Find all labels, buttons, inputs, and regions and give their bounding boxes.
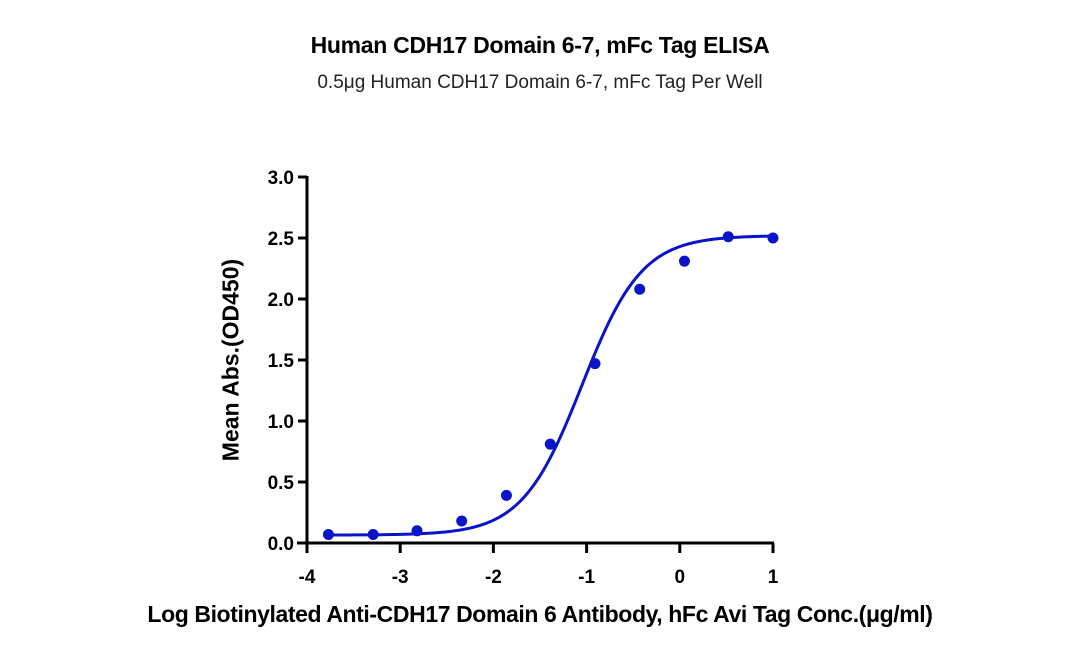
axes: 0.0 0.5 1.0 1.5 2.0 2.5 3.0 -4 -3 -2 -1 0 1 [268,168,779,588]
x-tick-label: 0 [675,567,686,588]
y-tick-label: 0.5 [268,473,295,494]
x-tick-label: -2 [485,567,502,588]
y-tick-label: 0.0 [268,534,294,555]
chart-title: Human CDH17 Domain 6-7, mFc Tag ELISA [310,32,770,58]
fit-curve [328,234,774,537]
x-tick-label: -4 [299,567,316,588]
data-point [367,528,379,540]
data-point [589,358,601,370]
data-point [722,231,734,243]
fit-curve-line [328,234,774,537]
data-point [322,528,334,540]
data-point [678,255,690,267]
data-points [322,231,779,540]
data-point [544,438,556,450]
data-point [767,232,779,244]
x-tick-label: -1 [578,567,595,588]
data-point [634,283,646,295]
data-point [456,515,468,527]
chart-subtitle: 0.5μg Human CDH17 Domain 6-7, mFc Tag Pe… [317,72,763,93]
y-tick-label: 1.0 [268,412,294,433]
y-tick-label: 1.5 [268,351,295,372]
data-point [411,525,423,537]
x-axis-label: Log Biotinylated Anti-CDH17 Domain 6 Ant… [147,601,933,627]
data-point [500,489,512,501]
y-tick-label: 2.0 [268,290,294,311]
x-tick-label: -3 [392,567,409,588]
y-tick-label: 3.0 [268,168,294,189]
x-tick-label: 1 [768,567,779,588]
y-tick-label: 2.5 [268,229,295,250]
